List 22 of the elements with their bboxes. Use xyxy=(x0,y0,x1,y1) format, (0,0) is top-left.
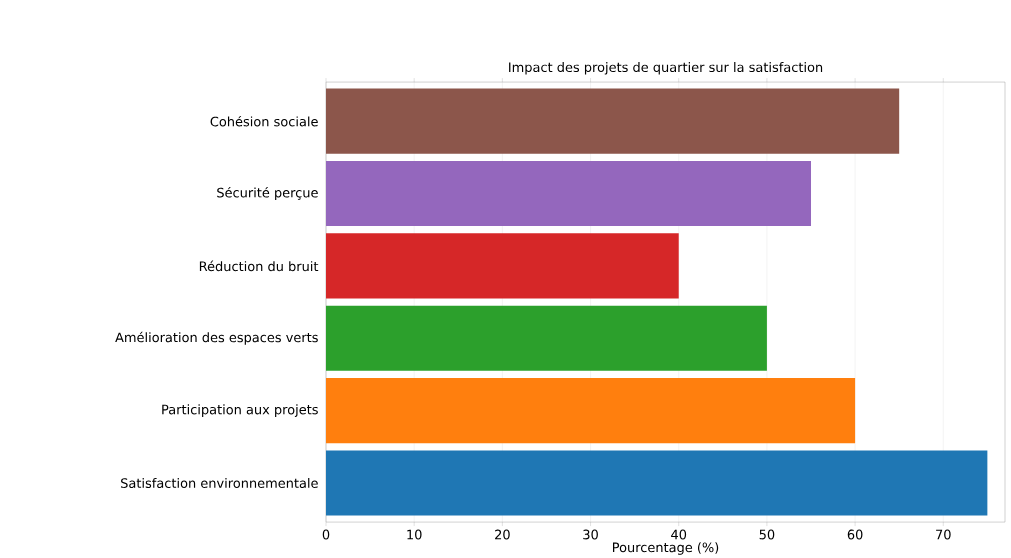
x-axis-title: Pourcentage (%) xyxy=(612,542,719,555)
bar xyxy=(326,378,856,444)
x-tick-label: 40 xyxy=(671,529,687,540)
y-tick-label: Cohésion sociale xyxy=(210,115,318,127)
bar xyxy=(326,160,811,227)
bar xyxy=(326,233,679,299)
y-tick-label: Réduction du bruit xyxy=(199,260,319,272)
bar xyxy=(326,450,988,516)
x-tick-label: 10 xyxy=(407,529,422,540)
y-tick-label: Participation aux projets xyxy=(162,404,318,417)
bar xyxy=(326,88,900,154)
x-tick-label: 60 xyxy=(847,529,863,540)
x-tick-label: 30 xyxy=(583,529,598,540)
x-tick-label: 70 xyxy=(936,529,951,540)
y-tick-label: Satisfaction environnementale xyxy=(121,477,318,489)
bar xyxy=(326,305,767,371)
chart-title: Impact des projets de quartier sur la satisfaction xyxy=(509,62,823,75)
y-tick-label: Amélioration des espaces verts xyxy=(115,331,318,345)
x-tick-label: 50 xyxy=(759,529,775,540)
x-tick-label: 0 xyxy=(322,529,330,540)
y-tick-label: Sécurité perçue xyxy=(217,187,318,201)
x-tick-label: 20 xyxy=(495,529,510,540)
